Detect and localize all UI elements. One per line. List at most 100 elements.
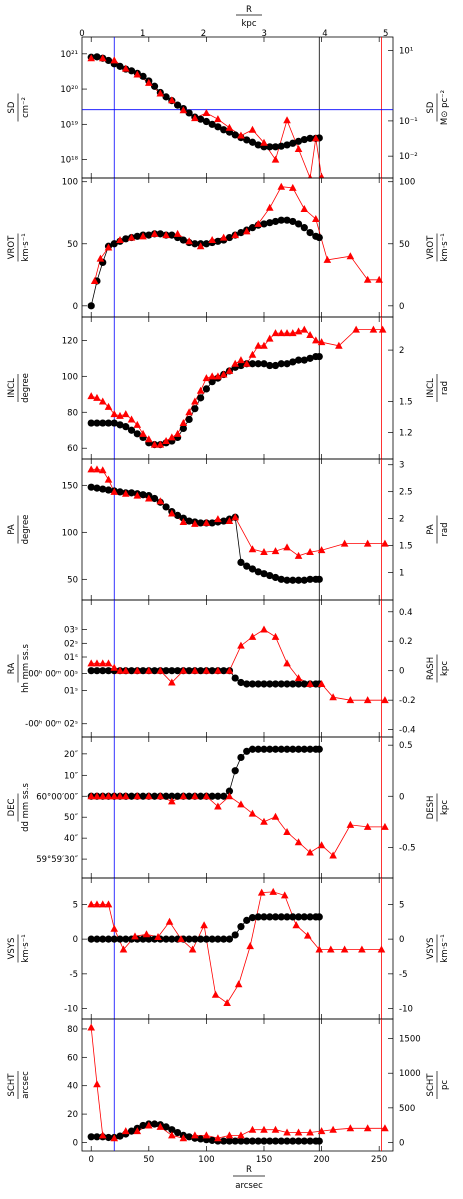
- series-red-point: [323, 255, 332, 263]
- left-axis-title: PA: [7, 524, 17, 535]
- y-tick-label-left: 03ˢ: [64, 625, 78, 635]
- series-red-point: [93, 465, 101, 473]
- series-black-point: [231, 131, 239, 139]
- left-axis-title: SCHT: [7, 1073, 17, 1097]
- series-black-point: [110, 935, 118, 943]
- series-black-point: [243, 916, 251, 924]
- series-black-point: [174, 667, 182, 675]
- series-black-point: [283, 1137, 291, 1145]
- y-tick-label-right: 0: [399, 302, 404, 312]
- series-red-point: [177, 935, 185, 943]
- series-black-point: [266, 1137, 274, 1145]
- series-red-point: [219, 370, 228, 378]
- panel-frame: [81, 177, 394, 318]
- series-red-point: [307, 174, 313, 178]
- series-red-point: [104, 475, 113, 483]
- series-red-point: [294, 327, 303, 335]
- series-black-point: [271, 573, 280, 582]
- y-tick-label-left: 80: [67, 1025, 78, 1035]
- series-red-point: [346, 1124, 355, 1132]
- series-black-point: [315, 575, 323, 583]
- series-red-line: [91, 468, 385, 557]
- series-black-point: [127, 792, 136, 800]
- series-red-point: [214, 372, 222, 380]
- y-tick-label-right: 10⁻²: [399, 152, 418, 162]
- series-black-point: [220, 792, 228, 800]
- series-red-point: [150, 440, 159, 448]
- right-axis-unit: km·s⁻¹: [440, 934, 450, 962]
- y-tick-label-right: 1000: [399, 1069, 421, 1079]
- series-red-point: [346, 696, 355, 704]
- right-axis-unit: pc: [440, 1080, 450, 1090]
- series-red-point: [179, 419, 188, 427]
- series-red-point: [196, 386, 205, 394]
- series-red-point: [381, 696, 389, 704]
- series-black-point: [185, 667, 193, 675]
- series-black-point: [271, 745, 280, 753]
- series-red-point: [312, 134, 320, 142]
- series-red-point: [269, 887, 278, 895]
- right-axis-title: RASH: [426, 657, 436, 680]
- series-red-point: [271, 547, 280, 555]
- series-black-point: [168, 935, 176, 943]
- series-black-point: [271, 1137, 280, 1145]
- series-red-point: [165, 917, 174, 925]
- series-black-point: [289, 358, 297, 366]
- series-red-point: [248, 125, 257, 133]
- y-tick-label-right: 10¹: [399, 46, 413, 56]
- right-axis-title: INCL: [426, 378, 436, 398]
- series-black-point: [174, 1128, 182, 1137]
- series-black-point: [260, 680, 268, 688]
- series-black-point: [122, 935, 130, 943]
- series-black-point: [289, 1137, 297, 1145]
- series-red-point: [318, 173, 325, 178]
- series-black-point: [306, 913, 314, 921]
- series-black-point: [266, 680, 274, 688]
- series-red-point: [154, 933, 162, 941]
- series-black-point: [260, 913, 268, 921]
- y-tick-label-left: 60: [67, 1053, 78, 1063]
- series-black-point: [294, 680, 303, 688]
- series-red-point: [133, 491, 142, 499]
- series-red-point: [277, 182, 286, 190]
- series-red-point: [214, 666, 222, 674]
- y-tick-label-right: 100: [399, 178, 415, 188]
- series-black-point: [162, 667, 170, 675]
- series-black-point: [197, 935, 205, 943]
- series-red-point: [225, 366, 234, 374]
- series-red-point: [104, 402, 113, 410]
- series-black-point: [139, 667, 147, 675]
- y-tick-label-left: 100: [62, 528, 78, 538]
- series-black-point: [208, 519, 216, 527]
- y-tick-label-left: 0: [73, 935, 78, 945]
- series-red-point: [271, 155, 280, 163]
- series-black-point: [294, 220, 303, 228]
- left-axis-unit: degree: [21, 515, 31, 545]
- series-black-point: [289, 745, 297, 753]
- series-black-point: [231, 674, 239, 682]
- series-black-point: [99, 485, 107, 493]
- series-red-point: [223, 999, 231, 1007]
- series-black-point: [99, 667, 107, 675]
- y-tick-label-right: 1: [399, 568, 404, 578]
- y-tick-label-left: 0: [73, 1138, 78, 1148]
- series-black-point: [116, 421, 124, 429]
- y-tick-label-left: 10²¹: [60, 50, 78, 60]
- series-red-point: [248, 632, 257, 640]
- series-red-point: [294, 1128, 303, 1136]
- series-red-point: [188, 945, 197, 953]
- series-black-point: [127, 489, 136, 497]
- series-black-point: [150, 1120, 159, 1128]
- series-black-point: [283, 745, 291, 753]
- series-black-point: [104, 56, 113, 65]
- series-red-point: [283, 116, 291, 124]
- series-black-point: [139, 72, 147, 80]
- y-tick-label-left: -10: [64, 1005, 78, 1015]
- series-red-point: [168, 797, 176, 805]
- series-black-point: [289, 913, 297, 921]
- series-black-point: [277, 142, 285, 150]
- series-black-point: [243, 136, 251, 144]
- series-red-point: [145, 78, 153, 86]
- y-tick-label-left: 10¹⁹: [60, 120, 78, 130]
- series-black-point: [87, 667, 95, 675]
